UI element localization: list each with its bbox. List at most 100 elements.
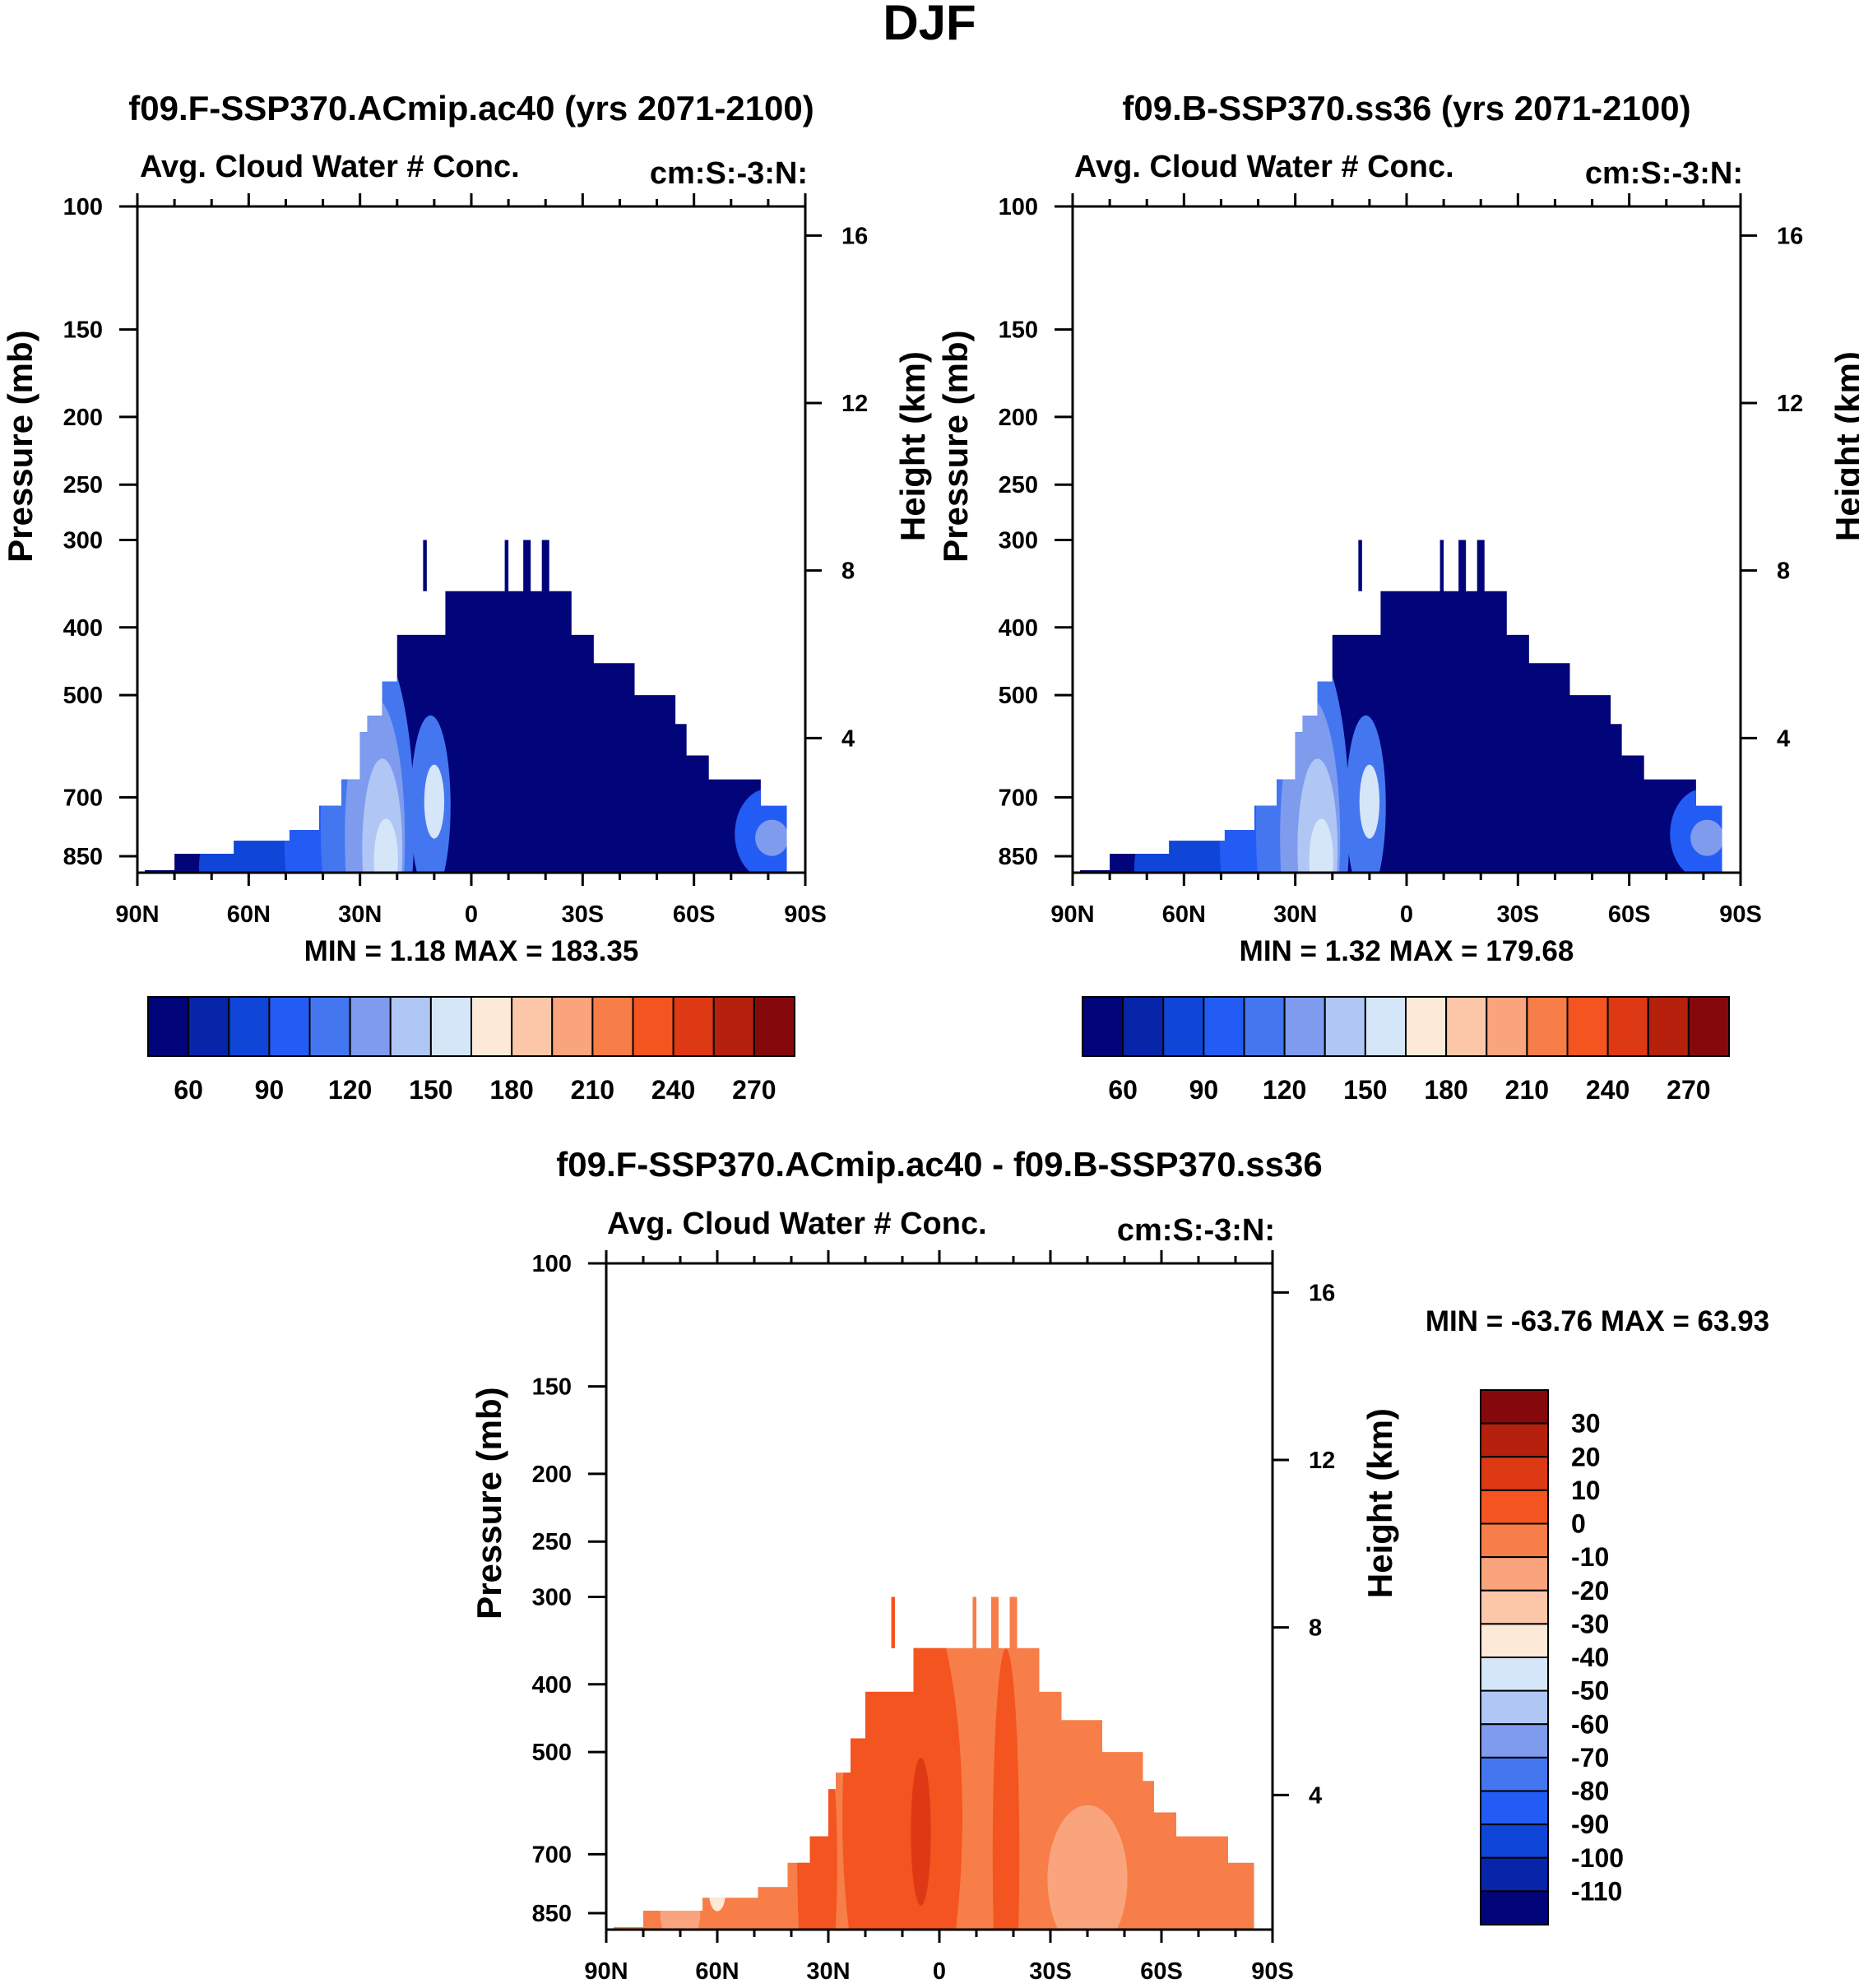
- max-label: MAX =: [1592, 1305, 1690, 1337]
- y-tick-label: 300: [63, 528, 103, 554]
- contour-region: [1309, 818, 1333, 873]
- colorbar-label: 270: [1667, 1075, 1710, 1105]
- y2-tick-label: 12: [1777, 391, 1803, 417]
- x-tick-label: 60N: [695, 1958, 739, 1985]
- y-tick-label: 250: [999, 472, 1038, 498]
- colorbar-swatch: [1480, 1489, 1549, 1525]
- y2-tick-label: 8: [1309, 1615, 1322, 1642]
- data-field: [145, 540, 787, 873]
- min-value: 1.18: [382, 935, 446, 967]
- colorbar-label: 150: [1343, 1075, 1387, 1105]
- colorbar-label: 10: [1571, 1476, 1601, 1505]
- colorbar-swatch: [1480, 1756, 1549, 1792]
- colorbar-swatch: [1405, 996, 1448, 1057]
- x-tick-label: 0: [933, 1958, 946, 1985]
- y-axis-label: Pressure (mb): [936, 330, 975, 562]
- colorbar-label: 60: [1108, 1075, 1138, 1105]
- colorbar-swatch: [1480, 1589, 1549, 1625]
- y2-axis-label: Height (km): [1361, 1408, 1399, 1598]
- colorbar-swatch: [1122, 996, 1165, 1057]
- contour-region: [709, 1878, 726, 1912]
- colorbar-swatch: [1687, 996, 1730, 1057]
- y-tick-label: 200: [532, 1462, 572, 1488]
- colorbar: 60 90 120 150 180 210 240 270: [147, 996, 795, 1105]
- y-tick-label: 100: [63, 194, 103, 220]
- colorbar-label: -70: [1571, 1743, 1609, 1773]
- y-tick-label: 500: [63, 683, 103, 709]
- y2-tick-label: 4: [1309, 1782, 1322, 1809]
- colorbar-swatch: [1480, 1556, 1549, 1592]
- panel-2: f09.B-SSP370.ss36 (yrs 2071-2100) Avg. Cl…: [936, 89, 1859, 1105]
- colorbar-swatch: [551, 996, 594, 1057]
- colorbar-swatch: [228, 996, 271, 1057]
- y-tick-label: 300: [532, 1585, 572, 1611]
- min-max-stats: MIN = -63.76 MAX = 63.93: [1426, 1305, 1769, 1337]
- y2-tick-label: 4: [1777, 725, 1790, 752]
- colorbar-label: 240: [651, 1075, 695, 1105]
- colorbar-swatch: [429, 996, 472, 1057]
- x-tick-label: 30N: [806, 1958, 850, 1985]
- y-tick-label: 250: [532, 1529, 572, 1555]
- y2-tick-label: 8: [1777, 558, 1790, 585]
- panel-subtitle: Avg. Cloud Water # Conc.: [1074, 150, 1454, 184]
- x-tick-label: 30S: [1029, 1958, 1072, 1985]
- y-tick-label: 100: [532, 1251, 572, 1277]
- colorbar-swatch: [1647, 996, 1690, 1057]
- contour-region: [1047, 1805, 1128, 1930]
- x-tick-label: 0: [1400, 901, 1413, 928]
- colorbar: 30 20 10 0-10 -20 -30 -40 -50-60 -70 -80 -90 -100-1…: [1480, 1389, 1624, 1925]
- max-value: 183.35: [543, 935, 639, 967]
- contour-region: [373, 818, 398, 873]
- panel-units: cm:S:-3:N:: [650, 156, 808, 191]
- x-tick-label: 60N: [227, 901, 271, 928]
- contour-region: [755, 819, 787, 856]
- colorbar-label: -50: [1571, 1676, 1609, 1706]
- panel-1: f09.F-SSP370.ACmip.ac40 (yrs 2071-2100) A…: [1, 89, 932, 1105]
- max-value: 179.68: [1478, 935, 1574, 967]
- colorbar-swatch: [1480, 1657, 1549, 1692]
- y-tick-label: 400: [63, 615, 103, 642]
- colorbar: 60 90 120 150 180 210 240 270: [1082, 996, 1730, 1105]
- colorbar-swatch: [672, 996, 715, 1057]
- colorbar-swatch: [1480, 1856, 1549, 1893]
- y2-tick-label: 16: [1777, 223, 1803, 249]
- y-tick-label: 250: [63, 472, 103, 498]
- y2-tick-label: 16: [841, 223, 868, 249]
- min-value: 1.32: [1317, 935, 1381, 967]
- y2-tick-label: 12: [841, 391, 868, 417]
- x-tick-label: 30S: [1497, 901, 1540, 928]
- colorbar-swatch: [1480, 1723, 1549, 1759]
- y-tick-label: 850: [532, 1901, 572, 1927]
- colorbar-swatch: [349, 996, 392, 1057]
- colorbar-swatch: [1203, 996, 1245, 1057]
- contour-region: [1690, 819, 1722, 856]
- y2-tick-label: 12: [1309, 1448, 1335, 1474]
- panel-subtitle: Avg. Cloud Water # Conc.: [607, 1207, 987, 1241]
- colorbar-label: 120: [1263, 1075, 1306, 1105]
- colorbar-swatch: [471, 996, 513, 1057]
- y-tick-label: 100: [999, 194, 1038, 220]
- y2-tick-label: 4: [841, 725, 855, 752]
- data-field: [1080, 540, 1722, 873]
- y2-tick-label: 8: [841, 558, 855, 585]
- y-tick-label: 200: [999, 405, 1038, 431]
- colorbar-swatch: [1162, 996, 1205, 1057]
- y-tick-label: 700: [63, 785, 103, 811]
- colorbar-label: 240: [1586, 1075, 1630, 1105]
- y-tick-label: 500: [999, 683, 1038, 709]
- x-tick-label: 60S: [673, 901, 716, 928]
- panel-title: f09.F-SSP370.ACmip.ac40 - f09.B-SSP370.s…: [556, 1145, 1322, 1184]
- x-tick-label: 90N: [1050, 901, 1094, 928]
- colorbar-swatch: [753, 996, 795, 1057]
- colorbar-label: 180: [489, 1075, 533, 1105]
- colorbar-swatch: [1480, 1456, 1549, 1491]
- min-label: MIN =: [1426, 1305, 1503, 1337]
- x-tick-label: 30S: [562, 901, 605, 928]
- colorbar-swatch: [1082, 996, 1124, 1057]
- min-label: MIN =: [1240, 935, 1317, 967]
- colorbar-swatch: [511, 996, 554, 1057]
- colorbar-label: -20: [1571, 1576, 1609, 1606]
- x-tick-label: 90S: [1719, 901, 1762, 928]
- min-max-stats: MIN = 1.18 MAX = 183.35: [304, 935, 639, 967]
- y-tick-label: 700: [999, 785, 1038, 811]
